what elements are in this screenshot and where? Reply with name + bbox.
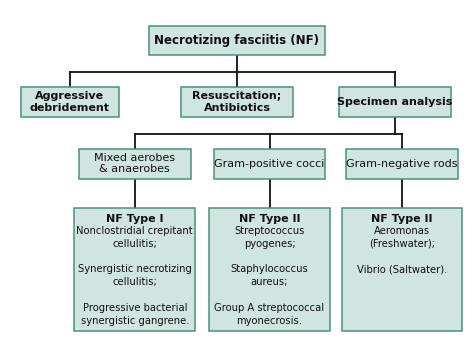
Text: Gram-positive cocci: Gram-positive cocci xyxy=(214,159,325,169)
FancyBboxPatch shape xyxy=(149,25,325,56)
Text: NF Type II: NF Type II xyxy=(371,214,433,224)
FancyBboxPatch shape xyxy=(181,87,293,117)
Text: Specimen analysis: Specimen analysis xyxy=(337,97,453,107)
Text: Streptococcus
pyogenes;

Staphylococcus
aureus;

Group A streptococcal
myonecros: Streptococcus pyogenes; Staphylococcus a… xyxy=(214,226,325,326)
Text: NF Type II: NF Type II xyxy=(239,214,300,224)
FancyBboxPatch shape xyxy=(74,208,195,331)
Text: NF Type I: NF Type I xyxy=(106,214,164,224)
FancyBboxPatch shape xyxy=(214,149,325,179)
Text: Aeromonas
(Freshwater);

Vibrio (Saltwater).: Aeromonas (Freshwater); Vibrio (Saltwate… xyxy=(357,226,447,274)
Text: Necrotizing fasciitis (NF): Necrotizing fasciitis (NF) xyxy=(155,34,319,47)
Text: Nonclostridial crepitant
cellulitis;

Synergistic necrotizing
cellulitis;

Progr: Nonclostridial crepitant cellulitis; Syn… xyxy=(76,226,193,326)
FancyBboxPatch shape xyxy=(79,149,191,179)
Text: Resuscitation;
Antibiotics: Resuscitation; Antibiotics xyxy=(192,91,282,113)
FancyBboxPatch shape xyxy=(341,208,462,331)
Text: Aggressive
debridement: Aggressive debridement xyxy=(30,91,110,113)
Text: Mixed aerobes
& anaerobes: Mixed aerobes & anaerobes xyxy=(94,153,175,174)
FancyBboxPatch shape xyxy=(346,149,457,179)
Text: Gram-negative rods: Gram-negative rods xyxy=(346,159,458,169)
FancyBboxPatch shape xyxy=(209,208,330,331)
FancyBboxPatch shape xyxy=(339,87,451,117)
FancyBboxPatch shape xyxy=(21,87,118,117)
